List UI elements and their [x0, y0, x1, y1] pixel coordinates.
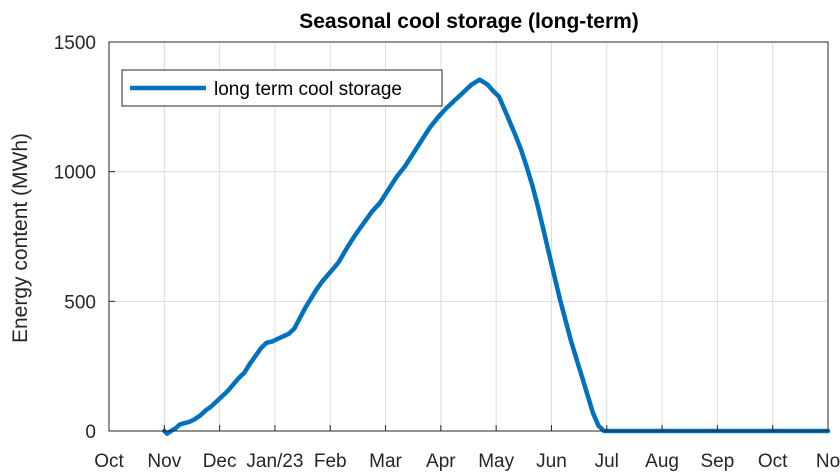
- y-tick-label: 1000: [54, 163, 96, 184]
- x-tick-label: Jun: [536, 451, 567, 472]
- x-tick-label: Oct: [94, 451, 124, 472]
- y-axis: 0 500 1000 1500: [54, 33, 115, 443]
- x-tick-label: Jan/23: [246, 451, 303, 472]
- y-tick-label: 1500: [54, 33, 96, 54]
- x-axis: Oct Nov Dec Jan/23 Feb Mar Apr May Jun Jul Aug Sep O…: [94, 425, 840, 472]
- x-tick-label: Mar: [369, 451, 402, 472]
- legend: long term cool storage: [121, 69, 443, 107]
- plot-frame: [108, 41, 829, 432]
- x-tick-label: Sep: [700, 451, 734, 472]
- chart-title: Seasonal cool storage (long-term): [299, 10, 639, 33]
- x-tick-label: Feb: [314, 451, 347, 472]
- x-tick-label: No: [816, 451, 840, 472]
- x-tick-label: Apr: [426, 451, 456, 472]
- x-tick-label: May: [478, 451, 514, 472]
- x-tick-label: Nov: [147, 451, 181, 472]
- y-tick-label: 0: [85, 422, 96, 443]
- grid-lines: [109, 42, 828, 431]
- series-layer: [162, 77, 831, 436]
- y-tick-label: 500: [64, 292, 96, 313]
- legend-label: long term cool storage: [214, 79, 402, 100]
- series-line: [162, 77, 831, 436]
- x-tick-label: Oct: [758, 451, 788, 472]
- x-tick-label: Aug: [645, 451, 679, 472]
- x-tick-label: Jul: [595, 451, 619, 472]
- y-axis-label: Energy content (MWh): [9, 133, 32, 343]
- x-tick-label: Dec: [203, 451, 237, 472]
